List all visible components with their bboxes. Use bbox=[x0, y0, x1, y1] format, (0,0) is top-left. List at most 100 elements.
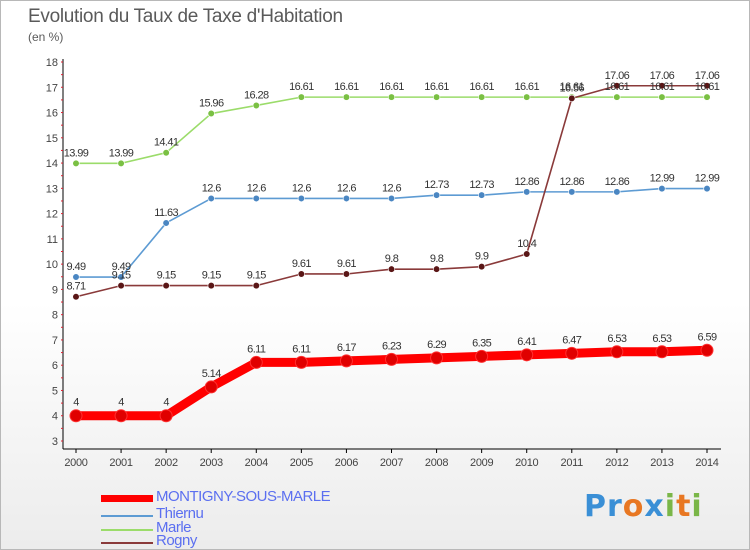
y-tick-label: 9 bbox=[52, 284, 58, 296]
x-tick-label: 2008 bbox=[425, 457, 448, 469]
data-point bbox=[658, 93, 666, 101]
data-label: 12.73 bbox=[469, 179, 494, 191]
data-point bbox=[565, 346, 579, 360]
data-point bbox=[252, 282, 260, 290]
data-point bbox=[523, 93, 531, 101]
data-label: 6.53 bbox=[652, 333, 671, 345]
data-label: 16.61 bbox=[695, 81, 720, 93]
x-tick-label: 2009 bbox=[470, 457, 493, 469]
x-tick-label: 2003 bbox=[200, 457, 223, 469]
y-tick-label: 13 bbox=[46, 183, 58, 195]
data-label: 6.41 bbox=[517, 336, 536, 348]
data-point bbox=[655, 345, 669, 359]
y-tick-label: 12 bbox=[46, 209, 58, 221]
data-label: 17.06 bbox=[605, 70, 630, 82]
data-point bbox=[117, 282, 125, 290]
data-label: 16.56 bbox=[560, 82, 585, 94]
data-label: 12.99 bbox=[695, 173, 720, 185]
data-label: 4 bbox=[163, 397, 169, 409]
data-point bbox=[297, 270, 305, 278]
data-label: 9.9 bbox=[475, 251, 489, 263]
legend-label-montigny: MONTIGNY-SOUS-MARLE bbox=[156, 488, 331, 505]
data-point bbox=[478, 263, 486, 271]
data-label: 12.6 bbox=[382, 182, 401, 194]
data-label: 12.6 bbox=[247, 182, 266, 194]
data-label: 9.8 bbox=[430, 253, 444, 265]
x-tick-label: 2005 bbox=[290, 457, 313, 469]
data-point bbox=[387, 93, 396, 101]
legend-swatch-thiernu bbox=[101, 515, 153, 517]
x-tick-label: 2010 bbox=[515, 457, 538, 469]
data-point bbox=[703, 184, 711, 193]
data-label: 12.86 bbox=[514, 176, 539, 188]
data-point bbox=[207, 109, 215, 118]
data-label: 14.41 bbox=[154, 137, 179, 149]
data-point bbox=[387, 265, 396, 273]
data-point bbox=[523, 188, 531, 196]
data-label: 9.61 bbox=[337, 258, 356, 270]
data-point bbox=[207, 282, 215, 290]
data-point bbox=[475, 349, 489, 363]
data-point bbox=[568, 94, 576, 102]
data-point bbox=[252, 194, 260, 203]
y-tick-label: 4 bbox=[52, 411, 58, 423]
x-tick-label: 2000 bbox=[64, 457, 87, 469]
data-point bbox=[523, 250, 531, 258]
data-point bbox=[432, 93, 441, 101]
data-point bbox=[162, 282, 170, 290]
y-tick-label: 3 bbox=[52, 436, 58, 448]
data-label: 9.8 bbox=[385, 253, 399, 265]
data-label: 16.61 bbox=[514, 81, 539, 93]
data-label: 17.06 bbox=[650, 70, 675, 82]
data-point bbox=[613, 93, 621, 101]
data-point bbox=[207, 194, 215, 203]
data-point bbox=[658, 184, 666, 193]
data-point bbox=[252, 101, 260, 110]
data-point bbox=[72, 159, 80, 167]
x-tick-label: 2007 bbox=[380, 457, 403, 469]
data-label: 6.35 bbox=[472, 337, 491, 349]
data-label: 12.86 bbox=[605, 176, 630, 188]
data-point bbox=[387, 194, 396, 203]
data-point bbox=[297, 194, 305, 203]
data-point bbox=[430, 351, 444, 365]
data-point bbox=[432, 191, 441, 199]
data-point bbox=[294, 355, 308, 369]
data-point bbox=[249, 355, 263, 369]
data-label: 16.61 bbox=[469, 81, 494, 93]
legend-label-rogny: Rogny bbox=[156, 532, 197, 549]
data-label: 6.17 bbox=[337, 342, 356, 354]
unit-label: (en %) bbox=[28, 30, 64, 44]
y-tick-label: 8 bbox=[52, 310, 58, 322]
chart-title: Evolution du Taux de Taxe d'Habitation bbox=[28, 6, 343, 27]
data-point bbox=[114, 409, 128, 423]
data-point bbox=[342, 270, 351, 278]
legend-swatch-montigny bbox=[101, 495, 153, 502]
data-point bbox=[159, 409, 173, 423]
y-tick-label: 6 bbox=[52, 360, 58, 372]
data-label: 13.99 bbox=[109, 147, 134, 159]
data-label: 6.11 bbox=[247, 343, 266, 355]
data-label: 16.61 bbox=[650, 81, 675, 93]
y-tick-label: 14 bbox=[46, 158, 58, 170]
data-label: 9.61 bbox=[292, 258, 311, 270]
data-label: 16.61 bbox=[379, 81, 404, 93]
data-label: 6.47 bbox=[562, 334, 581, 346]
data-point bbox=[700, 343, 714, 357]
data-label: 9.15 bbox=[202, 270, 221, 282]
data-label: 11.63 bbox=[154, 207, 178, 219]
data-label: 16.61 bbox=[334, 81, 359, 93]
data-label: 13.99 bbox=[64, 147, 89, 159]
data-label: 6.23 bbox=[382, 340, 401, 352]
x-tick-label: 2012 bbox=[605, 457, 628, 469]
data-point bbox=[117, 159, 125, 167]
y-tick-label: 16 bbox=[46, 108, 58, 120]
data-point bbox=[69, 409, 83, 423]
data-point bbox=[703, 82, 711, 90]
data-point bbox=[520, 348, 534, 362]
x-tick-label: 2001 bbox=[109, 457, 132, 469]
data-label: 9.49 bbox=[112, 261, 131, 273]
data-label: 16.61 bbox=[560, 81, 585, 93]
data-label: 16.28 bbox=[244, 89, 269, 101]
